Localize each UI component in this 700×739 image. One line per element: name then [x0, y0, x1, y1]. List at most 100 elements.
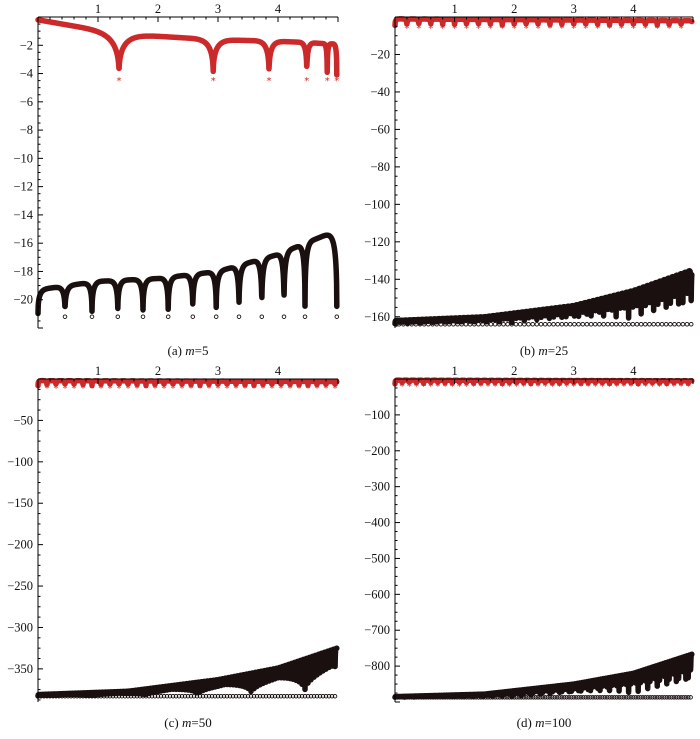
black-point [480, 695, 486, 700]
black-point [433, 695, 438, 700]
black-point [542, 322, 548, 327]
black-point [654, 695, 660, 700]
black-point [134, 693, 140, 699]
y-tick-label: −400 [364, 516, 390, 530]
y-tick-label: −50 [13, 413, 33, 427]
red-point: * [252, 383, 257, 394]
black-point [573, 695, 579, 700]
black-point [484, 322, 490, 327]
red-point: * [471, 381, 476, 392]
x-tick-label: 2 [155, 2, 161, 16]
black-point [405, 322, 410, 327]
red-point: * [452, 23, 457, 34]
red-point: * [671, 381, 676, 392]
red-point: * [180, 383, 185, 394]
black-point [62, 314, 68, 319]
black-series-3 [392, 651, 695, 700]
black-point [633, 695, 639, 700]
black-point [645, 695, 650, 700]
black-point [455, 322, 460, 327]
black-point [179, 693, 185, 699]
black-point [640, 695, 646, 700]
black-point [619, 695, 624, 700]
black-point [188, 693, 194, 699]
black-point [519, 695, 524, 700]
black-point [263, 693, 269, 699]
red-point: * [600, 381, 605, 392]
black-point [416, 695, 422, 700]
black-point [531, 695, 536, 700]
y-tick-label: −8 [20, 123, 33, 137]
black-point [140, 693, 146, 699]
black-point [634, 322, 640, 327]
y-tick-label: −80 [370, 160, 390, 174]
y-tick-label: −700 [364, 623, 390, 637]
red-point: * [457, 381, 462, 392]
black-point [50, 693, 56, 699]
black-point [497, 322, 502, 327]
black-point [77, 693, 83, 699]
black-point [563, 322, 569, 327]
red-point: * [162, 383, 167, 394]
red-point: * [559, 23, 564, 34]
y-tick-label: −100 [7, 455, 33, 469]
black-point [167, 693, 173, 699]
black-point [602, 695, 608, 700]
black-point [638, 695, 643, 700]
black-point [488, 695, 493, 700]
y-tick-label: −800 [364, 659, 390, 673]
red-point: * [117, 76, 122, 87]
black-point [562, 695, 567, 700]
red-point: * [267, 76, 272, 87]
black-point [688, 695, 693, 700]
red-point: * [216, 383, 221, 394]
black-point [612, 695, 617, 700]
black-point [576, 322, 581, 327]
black-point [227, 693, 233, 699]
y-tick-label: −120 [364, 235, 390, 249]
black-point [471, 695, 476, 700]
x-tick-label: 3 [215, 364, 221, 378]
black-point [434, 322, 439, 327]
black-point [666, 695, 672, 700]
black-point [552, 695, 557, 700]
black-point [571, 695, 577, 700]
black-point [266, 693, 272, 699]
red-point: * [464, 381, 469, 392]
black-point [411, 695, 417, 700]
black-point [326, 693, 332, 699]
red-point: * [547, 23, 552, 34]
black-point [472, 322, 477, 327]
black-point [426, 695, 431, 700]
black-point [605, 322, 611, 327]
black-point [567, 322, 573, 327]
black-point [230, 693, 236, 699]
black-point [583, 695, 588, 700]
black-point [511, 695, 517, 700]
x-tick-label: 4 [275, 2, 282, 16]
y-tick-label: −4 [20, 67, 34, 81]
black-point [638, 322, 644, 327]
black-point [197, 693, 203, 699]
black-point [115, 314, 121, 319]
black-point [68, 693, 74, 699]
black-point [559, 322, 565, 327]
black-point [190, 314, 196, 319]
y-tick-label: −200 [364, 444, 390, 458]
red-point: * [583, 23, 588, 34]
red-series-3 [392, 377, 695, 387]
red-point: * [512, 23, 517, 34]
red-point: * [315, 383, 320, 394]
black-point [212, 693, 218, 699]
red-point: * [435, 381, 440, 392]
red-point: * [325, 76, 330, 87]
black-point [305, 693, 311, 699]
black-point [155, 693, 161, 699]
black-point [430, 695, 436, 700]
black-point [505, 322, 510, 327]
black-point [522, 322, 527, 327]
black-point [538, 322, 544, 327]
black-point [538, 695, 543, 700]
black-point [245, 693, 251, 699]
red-point: * [500, 23, 505, 34]
